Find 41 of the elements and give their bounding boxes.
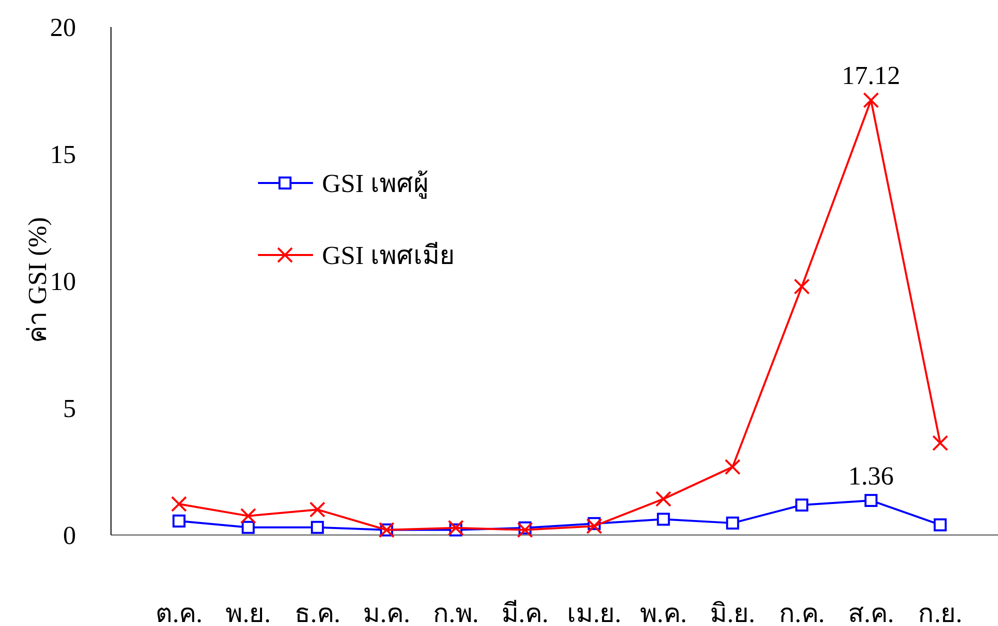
point [310, 520, 324, 534]
point [172, 514, 186, 528]
x-tick-label: พ.ค. [640, 599, 687, 626]
y-tick-label: 10 [50, 267, 76, 296]
legend-label: GSI เพศเมีย [322, 241, 454, 270]
x-tick-label: มี.ค. [502, 599, 548, 626]
point [932, 435, 948, 452]
point [724, 458, 741, 475]
point [448, 520, 464, 536]
point [795, 498, 808, 512]
x-tick-label: ม.ค. [363, 599, 410, 626]
x-tick-label: ต.ค. [156, 599, 202, 626]
point [171, 496, 187, 512]
x-tick-label: ธ.ค. [294, 599, 340, 626]
point [517, 522, 533, 538]
y-axis-title: ค่า GSI (%) [23, 217, 52, 343]
point [656, 512, 670, 526]
legend-label: GSI เพศผู้ [322, 169, 428, 199]
point [794, 278, 810, 295]
data-label: 17.12 [842, 61, 900, 90]
x-tick-label: ก.ย. [918, 599, 962, 626]
point [240, 508, 256, 524]
y-tick-label: 0 [63, 521, 76, 550]
x-tick-label: มิ.ย. [710, 599, 756, 626]
y-tick-label: 15 [50, 140, 76, 169]
y-tick-label: 5 [63, 394, 76, 423]
x-tick-label: ก.พ. [432, 599, 479, 626]
point [309, 502, 326, 518]
point [864, 494, 878, 507]
y-tick-label: 20 [50, 13, 76, 42]
x-tick-label: ก.ค. [778, 599, 825, 626]
x-tick-label: พ.ย. [226, 599, 271, 626]
point [242, 520, 255, 534]
point [655, 490, 672, 507]
point [726, 516, 740, 530]
x-tick-label: ส.ค. [848, 599, 894, 626]
data-label: 1.36 [848, 461, 894, 490]
point [863, 92, 879, 108]
point [934, 518, 947, 532]
point [586, 518, 602, 534]
x-tick-label: เม.ย. [567, 599, 622, 626]
